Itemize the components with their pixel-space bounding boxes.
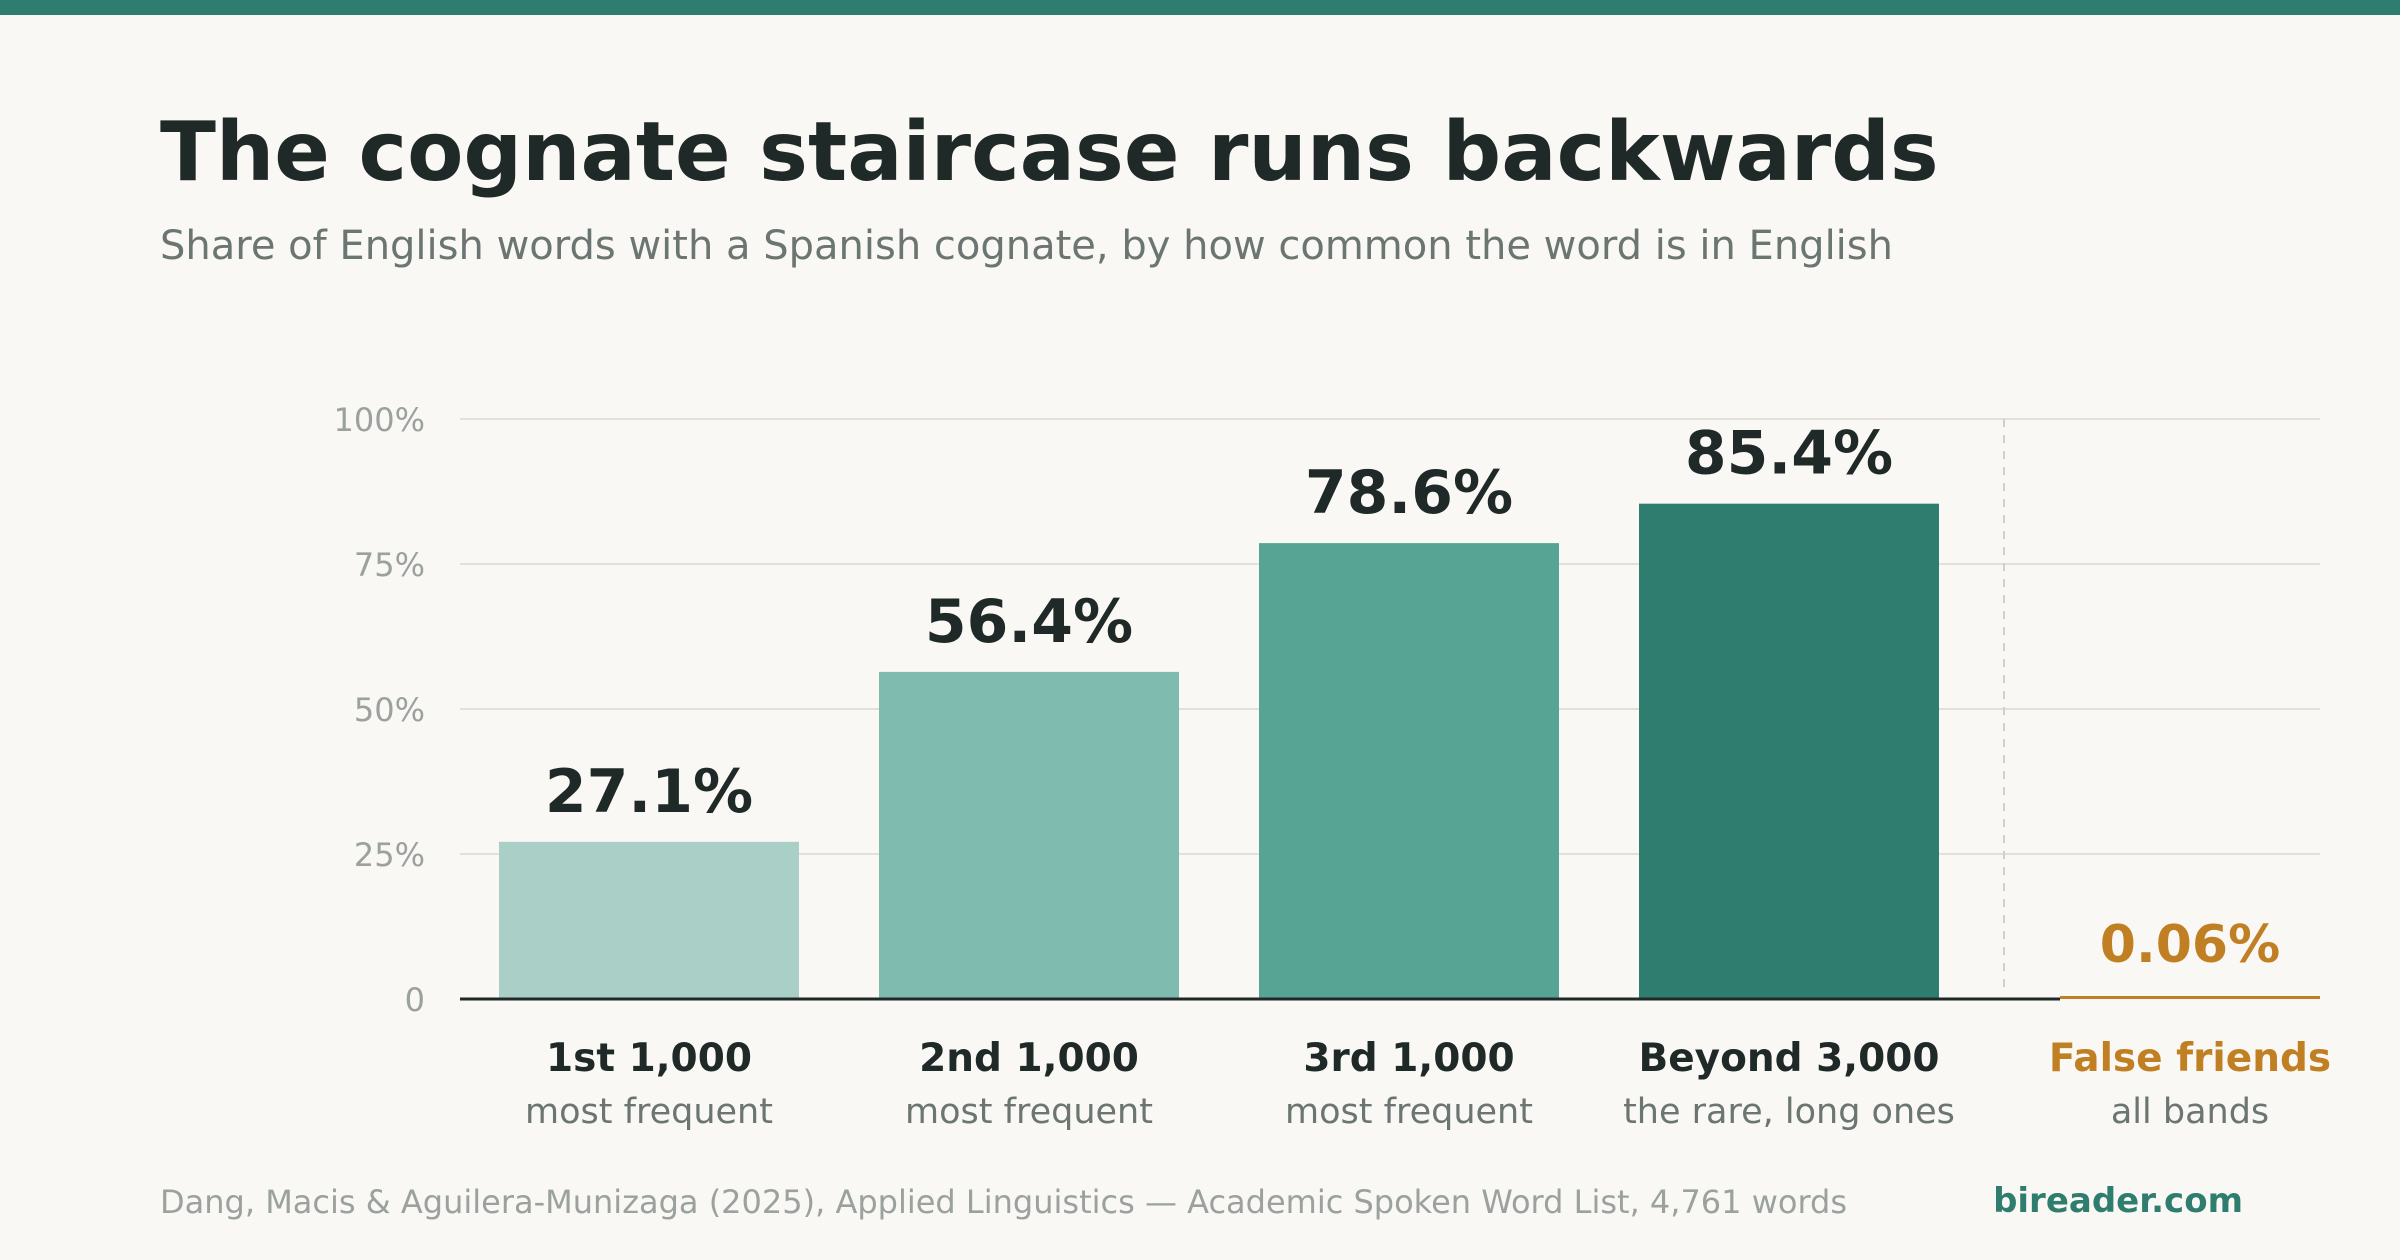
y-tick-label: 25% bbox=[354, 836, 425, 874]
false-friends-bar bbox=[2060, 996, 2320, 999]
category-label: Beyond 3,000 bbox=[1638, 1036, 1939, 1081]
bar bbox=[499, 841, 799, 999]
bar bbox=[1639, 503, 1939, 999]
false-friends-label: False friends bbox=[2049, 1036, 2331, 1081]
data-label: 27.1% bbox=[545, 757, 753, 827]
category-sublabel: most frequent bbox=[1285, 1092, 1533, 1132]
source-note: Dang, Macis & Aguilera-Munizaga (2025), … bbox=[160, 1183, 1848, 1221]
brand-link[interactable]: bireader.com bbox=[1993, 1181, 2243, 1221]
top-accent-strip bbox=[0, 0, 2400, 15]
false-friends-data-label: 0.06% bbox=[2100, 915, 2280, 975]
category-label: 3rd 1,000 bbox=[1303, 1036, 1514, 1081]
page-subtitle: Share of English words with a Spanish co… bbox=[160, 223, 1893, 269]
page-title: The cognate staircase runs backwards bbox=[160, 105, 1939, 200]
data-label: 56.4% bbox=[925, 587, 1133, 657]
category-label: 1st 1,000 bbox=[546, 1036, 752, 1081]
bar bbox=[1259, 543, 1559, 999]
bar bbox=[879, 671, 1179, 999]
category-label: 2nd 1,000 bbox=[919, 1036, 1139, 1081]
y-tick-label: 50% bbox=[354, 691, 425, 729]
y-tick-label: 75% bbox=[354, 546, 425, 584]
category-sublabel: most frequent bbox=[525, 1092, 773, 1132]
y-tick-label: 100% bbox=[334, 401, 425, 439]
data-label: 78.6% bbox=[1305, 458, 1513, 528]
data-label: 85.4% bbox=[1685, 419, 1893, 489]
category-sublabel: the rare, long ones bbox=[1623, 1092, 1955, 1132]
category-sublabel: most frequent bbox=[905, 1092, 1153, 1132]
y-tick-label: 0 bbox=[405, 981, 425, 1019]
false-friends-sublabel: all bands bbox=[2111, 1092, 2269, 1132]
